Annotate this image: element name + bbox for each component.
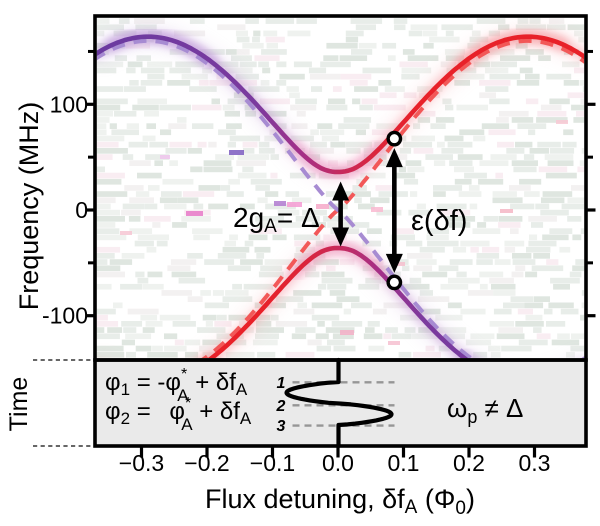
noise-spot	[556, 120, 568, 124]
x-tick-label: 0.1	[388, 450, 420, 476]
epsilon-annotation-label: ε(δf)	[411, 205, 467, 237]
noise-spot	[274, 201, 286, 206]
flux-pulse-waveform	[33, 357, 395, 449]
noise-spot	[229, 150, 244, 155]
pulse-step-labels: 1 2 3	[276, 375, 286, 435]
dressed-lower-branch	[207, 245, 469, 359]
noise-spot	[395, 262, 405, 266]
noise-spot	[388, 341, 400, 345]
axes-frame	[85, 14, 596, 458]
y-tick-label: 100	[50, 91, 88, 117]
x-tick-label: 0.3	[519, 450, 551, 476]
x-tick-labels: −0.3 −0.2 −0.1 0.0 0.1 0.2 0.3	[119, 450, 551, 476]
x-axis-title: Flux detuning, δfA (Φ0)	[205, 484, 475, 519]
dressed-upper-branch	[96, 34, 585, 175]
noise-spot	[287, 202, 302, 207]
y-tick-label: 0	[75, 197, 88, 223]
epsilon-upper-marker	[386, 130, 403, 147]
annotation-arrows	[332, 130, 403, 291]
x-tick-label: −0.1	[250, 450, 295, 476]
pulse-step-label: 2	[276, 398, 286, 415]
heatmap-noise-layer	[96, 18, 585, 358]
gap-annotation-label: 2gA= Δ	[233, 202, 320, 237]
y-axis-title: Frequency (MHz)	[14, 102, 44, 311]
pump-condition-label: ωp ≠ Δ	[447, 393, 523, 427]
noise-spot	[371, 207, 383, 212]
pulse-step-label: 3	[277, 418, 286, 435]
y-tick-labels: 100 0 -100	[42, 91, 88, 328]
noise-spot	[500, 209, 513, 213]
x-tick-label: 0.0	[322, 450, 354, 476]
pulse-step-label: 1	[277, 375, 286, 392]
x-tick-label: 0.2	[453, 450, 485, 476]
noise-spot	[186, 211, 203, 216]
epsilon-arrow-head-down	[385, 253, 403, 273]
dressed-branch-curves	[96, 34, 585, 359]
x-tick-label: −0.3	[119, 450, 164, 476]
gap-arrow-head-up	[332, 181, 350, 201]
bare-mode-red-dashed	[201, 38, 585, 359]
pulse-panel-frame	[93, 358, 588, 448]
noise-spot	[316, 204, 329, 209]
noise-spot	[160, 155, 170, 159]
gap-arrow-head-down	[332, 227, 350, 247]
y-tick-label: -100	[42, 303, 88, 329]
pulse-equation-2: φ2 = φ* A + δfA	[105, 395, 252, 434]
noise-spot	[340, 330, 354, 335]
epsilon-arrow-head-up	[385, 148, 403, 168]
noise-spot	[120, 231, 132, 235]
x-tick-label: −0.2	[184, 450, 229, 476]
pulse-equation-1: φ1 = -φ* A + δfA	[105, 366, 248, 405]
flux-pulse-path	[284, 357, 394, 449]
bare-mode-lines	[96, 38, 585, 359]
time-axis-label: Time	[5, 377, 33, 432]
epsilon-lower-marker	[386, 274, 403, 291]
